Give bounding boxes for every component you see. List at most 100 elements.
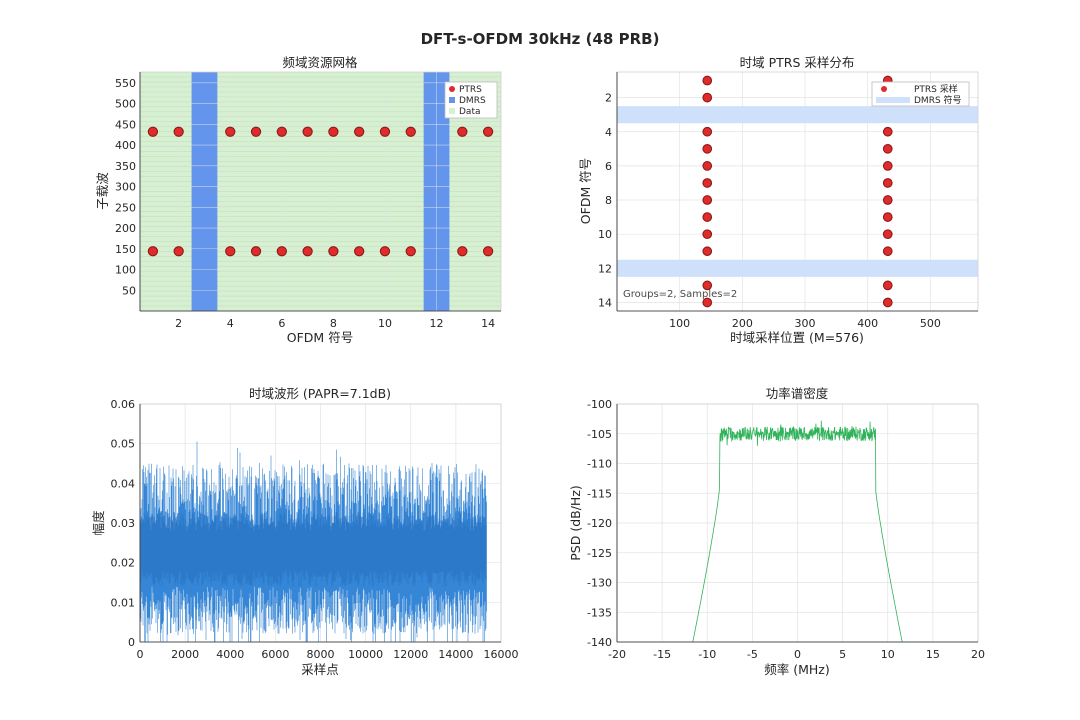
waveform-ticks: 0 2000 4000 6000 8000 10000 12000 14000 16000 0 0.…	[111, 398, 519, 661]
resource-grid-plot-area	[139, 71, 502, 312]
resource-grid-ticks: 2 4 6 8 10 12 14 50 100 150 200 250 300 350 400 450 500 5…	[115, 77, 495, 330]
ptrs-time-title: 时域 PTRS 采样分布	[740, 55, 855, 70]
ptrs-marker	[276, 126, 287, 137]
x-tick-label: 0	[794, 648, 801, 661]
legend-ptrs-marker	[449, 86, 455, 92]
x-tick-label: -5	[747, 648, 758, 661]
ptrs-marker	[302, 126, 313, 137]
y-tick-label: -115	[587, 487, 612, 500]
ptrs-sample-marker	[702, 297, 713, 308]
x-tick-label: -20	[608, 648, 626, 661]
y-tick-label: 10	[598, 228, 612, 241]
ptrs-sample-marker	[882, 246, 893, 257]
ptrs-sample-marker	[882, 212, 893, 222]
waveform-plot-area	[139, 403, 502, 643]
y-tick-label: 150	[115, 243, 136, 256]
ptrs-time-legend: PTRS 采样 DMRS 符号	[871, 81, 970, 107]
ptrs-sample-marker	[882, 161, 893, 171]
x-tick-label: 0	[137, 648, 144, 661]
x-tick-label: -10	[698, 648, 716, 661]
ptrs-marker	[147, 246, 159, 257]
resource-grid-ylabel: 子载波	[95, 172, 110, 210]
x-tick-label: 20	[971, 648, 985, 661]
y-tick-label: 0.06	[111, 398, 136, 411]
y-tick-label: 350	[115, 160, 136, 173]
ptrs-sample-marker	[702, 280, 713, 291]
x-tick-label: 2000	[171, 648, 199, 661]
ptrs-marker	[147, 126, 159, 137]
x-tick-label: 10	[881, 648, 895, 661]
ptrs-marker	[250, 246, 262, 257]
legend-ptrs-sample-marker	[881, 86, 887, 92]
ptrs-marker	[482, 246, 494, 257]
ptrs-marker	[405, 246, 416, 257]
x-tick-label: 16000	[484, 648, 519, 661]
ptrs-time-ticks: 100 200 300 400 500 2 4 6 8 10 12 14	[598, 92, 941, 330]
ptrs-sample-marker	[702, 178, 713, 188]
legend-data-label: Data	[459, 107, 481, 117]
y-tick-label: 8	[605, 194, 612, 207]
ptrs-sample-marker	[882, 143, 893, 154]
ptrs-sample-marker	[882, 126, 893, 137]
y-tick-label: -110	[587, 458, 612, 471]
y-tick-label: 50	[122, 284, 136, 297]
x-tick-label: 6000	[261, 648, 289, 661]
x-tick-label: -15	[653, 648, 671, 661]
ptrs-time-ylabel: OFDM 符号	[578, 158, 593, 224]
y-tick-label: 500	[115, 98, 136, 111]
y-tick-label: -135	[587, 606, 612, 619]
y-tick-label: 450	[115, 118, 136, 131]
ptrs-sample-marker	[702, 161, 713, 171]
x-tick-label: 8	[330, 317, 337, 330]
ptrs-sample-marker	[702, 246, 713, 257]
waveform-ylabel: 幅度	[91, 510, 106, 536]
x-tick-label: 15	[926, 648, 940, 661]
x-tick-label: 500	[920, 317, 941, 330]
x-tick-label: 2	[175, 317, 182, 330]
waveform-xlabel: 采样点	[301, 662, 339, 677]
ptrs-sample-marker	[882, 280, 893, 291]
ptrs-time-xlabel: 时域采样位置 (M=576)	[730, 330, 864, 345]
y-tick-label: -120	[587, 517, 612, 530]
ptrs-marker	[173, 246, 184, 257]
x-tick-label: 4	[227, 317, 234, 330]
ptrs-sample-marker	[702, 143, 713, 154]
ptrs-marker	[302, 246, 313, 257]
ptrs-sample-marker	[882, 178, 893, 188]
y-tick-label: 100	[115, 264, 136, 277]
y-tick-label: 12	[598, 262, 612, 275]
ptrs-marker	[328, 246, 339, 257]
legend-dmrs-marker	[449, 97, 455, 103]
y-tick-label: 0.01	[111, 596, 136, 609]
legend-data-marker	[449, 108, 455, 114]
y-tick-label: -130	[587, 577, 612, 590]
y-tick-label: 0	[128, 636, 135, 649]
ptrs-marker	[457, 126, 468, 137]
psd-chart: 功率谱密度 -20 -15 -10 -5 0 5 10 15 20 -140 -135 -130 -12…	[568, 386, 985, 677]
x-tick-label: 14	[481, 317, 495, 330]
ptrs-sample-marker	[702, 92, 713, 103]
ptrs-sample-marker	[702, 229, 713, 240]
x-tick-label: 400	[857, 317, 878, 330]
psd-series	[662, 420, 933, 643]
y-tick-label: 250	[115, 201, 136, 214]
resource-grid-xlabel: OFDM 符号	[287, 330, 353, 345]
resource-grid-title: 频域资源网格	[282, 55, 358, 70]
y-tick-label: -100	[587, 398, 612, 411]
figure-title: DFT-s-OFDM 30kHz (48 PRB)	[421, 30, 660, 48]
legend-dmrs-symbol-label: DMRS 符号	[914, 94, 962, 106]
y-tick-label: 400	[115, 139, 136, 152]
y-tick-label: 0.05	[111, 438, 136, 451]
ptrs-marker	[328, 126, 339, 137]
y-tick-label: -105	[587, 428, 612, 441]
x-tick-label: 12	[430, 317, 444, 330]
x-tick-label: 300	[795, 317, 816, 330]
ptrs-marker	[405, 126, 416, 137]
ptrs-marker	[225, 246, 236, 257]
x-tick-label: 200	[732, 317, 753, 330]
psd-ylabel: PSD (dB/Hz)	[568, 485, 583, 561]
x-tick-label: 5	[839, 648, 846, 661]
psd-title: 功率谱密度	[766, 386, 829, 401]
x-tick-label: 14000	[438, 648, 473, 661]
